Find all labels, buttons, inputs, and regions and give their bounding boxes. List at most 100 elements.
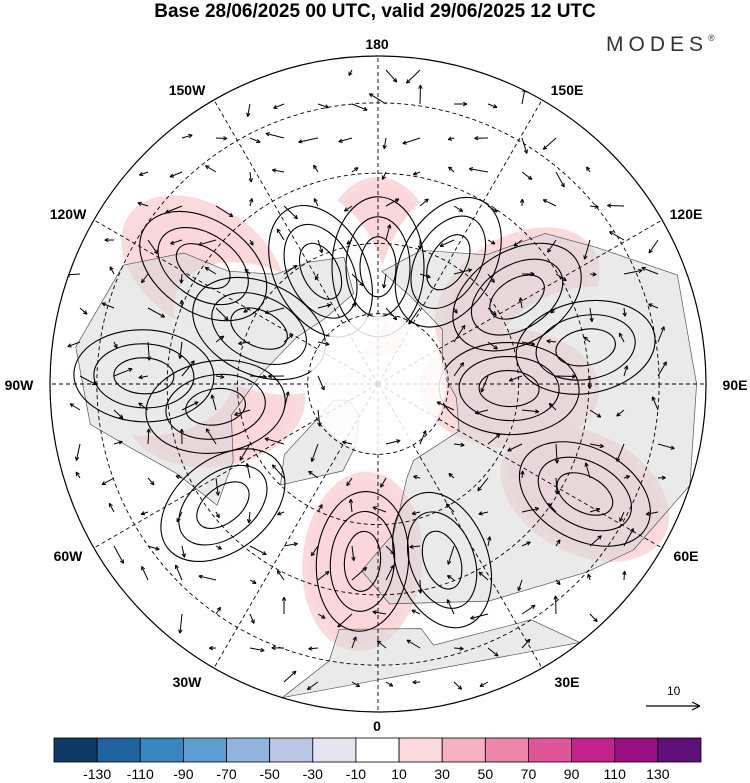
reference-vector-arrow: [646, 701, 701, 711]
wind-arrow: [468, 167, 489, 173]
colorbar-tick-label: 130: [646, 766, 670, 782]
wind-arrow: [657, 326, 665, 343]
wind-arrow: [413, 475, 421, 480]
wind-arrow: [508, 375, 523, 382]
wind-arrow: [276, 570, 285, 581]
wind-arrow: [589, 613, 598, 623]
wind-arrow: [298, 137, 319, 144]
longitude-label: 120E: [669, 206, 703, 222]
wind-arrow: [181, 401, 199, 411]
wind-arrow: [204, 266, 217, 275]
wind-arrow: [271, 645, 285, 651]
wind-arrow: [113, 440, 123, 445]
wind-arrow: [555, 171, 565, 188]
wind-arrow: [138, 171, 149, 177]
wind-arrow: [586, 166, 591, 173]
wind-arrow: [317, 303, 332, 309]
wind-arrow: [418, 579, 423, 594]
wind-arrow: [234, 409, 251, 416]
wind-arrow: [101, 302, 115, 309]
wind-arrow: [487, 341, 498, 350]
wind-arrow: [521, 171, 533, 180]
wind-arrow: [589, 409, 602, 418]
wind-arrow: [317, 504, 323, 513]
wind-arrow: [555, 374, 576, 379]
wind-arrow: [419, 430, 427, 445]
longitude-label: 90E: [722, 377, 748, 393]
wind-arrow: [101, 477, 115, 486]
wind-arrow: [470, 613, 489, 620]
wind-arrow: [79, 375, 97, 386]
wind-arrow: [283, 670, 297, 683]
wind-arrow: [487, 103, 498, 109]
wind-arrow: [547, 502, 557, 513]
wind-arrow: [555, 579, 561, 586]
wind-arrow: [521, 604, 536, 615]
longitude-label: 60W: [53, 548, 83, 564]
wind-arrow: [453, 205, 464, 212]
wind-arrow: [618, 332, 625, 343]
wind-arrow: [273, 103, 285, 109]
wind-arrow: [453, 646, 464, 651]
wind-arrow: [436, 401, 455, 411]
wind-arrow: [179, 273, 184, 284]
colorbar-swatch: [355, 737, 400, 763]
wind-arrow: [249, 137, 261, 143]
wind-arrow: [238, 340, 251, 346]
wind-arrow: [555, 273, 567, 282]
wind-arrow: [385, 198, 400, 207]
wind-arrow: [283, 391, 290, 411]
wind-arrow: [283, 205, 298, 220]
wind-arrow: [147, 239, 159, 255]
wind-arrow: [351, 566, 368, 581]
wind-arrow: [412, 680, 421, 685]
wind-arrow: [178, 341, 183, 359]
wind-arrow: [147, 307, 166, 318]
wind-arrow: [243, 307, 251, 313]
wind-arrow: [584, 462, 591, 479]
wind-arrow: [554, 477, 559, 495]
colorbar-swatch: [614, 737, 659, 763]
wind-arrow: [478, 511, 489, 516]
wind-arrow: [79, 307, 88, 315]
wind-arrow: [521, 341, 536, 346]
wind-arrow: [376, 640, 387, 649]
wind-arrow: [411, 510, 421, 516]
wind-arrow: [281, 596, 287, 615]
wind-arrow: [520, 470, 525, 479]
contour-ring-9: [315, 490, 410, 632]
colorbar-tick-label: 90: [563, 766, 580, 782]
wind-arrow: [583, 239, 591, 260]
wind-arrow: [351, 273, 364, 287]
wind-arrow: [215, 307, 229, 321]
longitude-label: 120W: [49, 206, 87, 222]
wind-arrow: [198, 574, 217, 581]
wind-arrow: [348, 498, 354, 513]
wind-arrow: [310, 443, 319, 462]
wind-arrow: [271, 464, 285, 479]
graticule: [50, 56, 706, 712]
wind-arrow: [448, 166, 455, 173]
wind-arrow: [205, 428, 217, 445]
wind-arrow: [314, 273, 319, 281]
contour-ring-10: [160, 448, 286, 563]
wind-arrow: [351, 103, 368, 111]
colorbar-swatch: [226, 737, 271, 763]
wind-arrow: [487, 307, 497, 316]
wind-arrow: [175, 474, 183, 480]
wind-arrow: [439, 239, 455, 247]
colorbar-swatch: [182, 737, 227, 763]
wind-arrow: [417, 239, 423, 250]
wind-arrow: [542, 137, 557, 150]
wind-arrow: [249, 613, 255, 624]
wind-arrow: [351, 636, 357, 649]
wind-arrow: [589, 307, 594, 323]
wind-arrow: [548, 402, 557, 411]
wind-arrow: [651, 396, 659, 411]
wind-arrow: [546, 339, 557, 344]
wind-arrow: [249, 545, 267, 556]
wind-arrow: [306, 681, 319, 691]
wind-arrow: [382, 273, 387, 289]
wind-arrow: [554, 443, 560, 464]
wind-arrow: [344, 205, 353, 212]
